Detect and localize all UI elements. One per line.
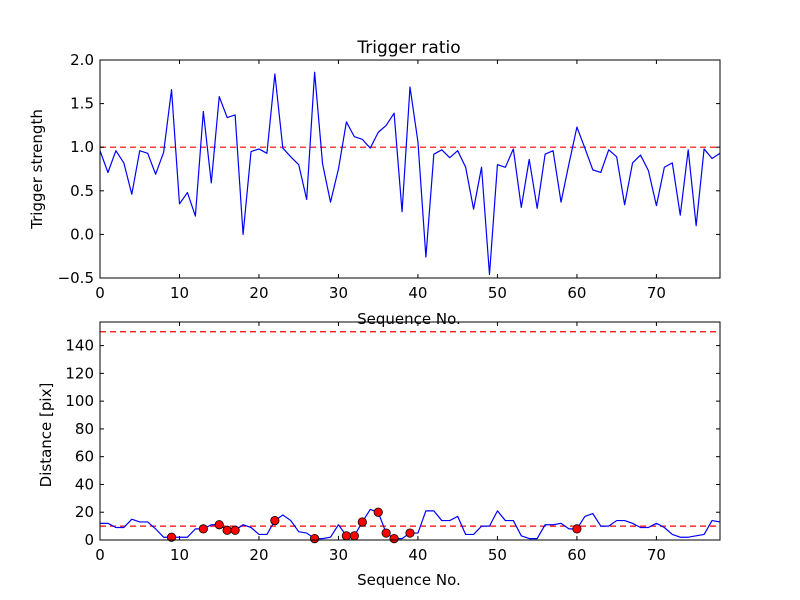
x-tick-label: 0 [95, 284, 105, 302]
x-axis-label: Sequence No. [357, 571, 461, 589]
y-tick-label: 80 [75, 420, 94, 438]
plot-frame [99, 321, 721, 541]
y-tick-label: 140 [65, 337, 94, 355]
data-point [389, 534, 399, 544]
y-tick-label: 0 [84, 531, 94, 549]
data-point [381, 528, 391, 538]
trigger-ratio-panel: Trigger ratio Sequence No. Trigger stren… [28, 38, 721, 328]
data-point [349, 531, 359, 541]
chart-title: Trigger ratio [356, 38, 460, 58]
data-point [341, 531, 352, 541]
data-point [166, 532, 177, 542]
y-tick-label: 1.0 [70, 138, 94, 156]
data-point [222, 525, 232, 535]
y-axis-label: Distance [pix] [37, 383, 55, 488]
x-tick-label: 50 [488, 546, 507, 564]
y-tick-label: 0.5 [70, 182, 94, 200]
series-line [99, 71, 721, 276]
data-point [214, 520, 224, 530]
x-tick-label: 30 [329, 546, 348, 564]
x-tick-label: 10 [170, 284, 189, 302]
x-tick-label: 0 [95, 546, 105, 564]
data-point [270, 515, 280, 526]
data-point [357, 517, 367, 527]
y-tick-label: 40 [75, 475, 94, 493]
x-tick-label: 60 [567, 546, 586, 564]
y-tick-label: 60 [75, 448, 94, 466]
x-tick-label: 30 [329, 284, 348, 302]
x-tick-label: 70 [647, 284, 666, 302]
x-tick-label: 50 [488, 284, 507, 302]
y-tick-label: 2.0 [70, 51, 94, 69]
data-point [405, 528, 415, 538]
x-tick-label: 40 [408, 546, 427, 564]
x-axis-label: Sequence No. [357, 310, 461, 328]
distance-panel: Sequence No. Distance [pix] 0 10 20 30 40 50 6… [37, 321, 721, 589]
data-point [198, 524, 208, 534]
plot-frame [99, 59, 721, 279]
y-axis-label: Trigger strength [28, 109, 46, 230]
y-tick-label: 120 [65, 364, 94, 382]
y-tick-label: 100 [65, 392, 94, 410]
x-tick-label: 10 [170, 546, 189, 564]
data-point [230, 525, 240, 535]
y-tick-label: 0.0 [70, 225, 94, 243]
data-point [572, 524, 582, 534]
y-tick-label: 20 [75, 503, 94, 521]
x-tick-label: 20 [249, 284, 268, 302]
data-point [373, 507, 383, 517]
data-point [310, 534, 320, 544]
x-tick-label: 40 [408, 284, 427, 302]
x-tick-label: 60 [567, 284, 586, 302]
x-tick-label: 70 [647, 546, 666, 564]
x-tick-label: 20 [249, 546, 268, 564]
y-tick-label: −0.5 [58, 269, 94, 287]
y-tick-label: 1.5 [70, 95, 94, 113]
